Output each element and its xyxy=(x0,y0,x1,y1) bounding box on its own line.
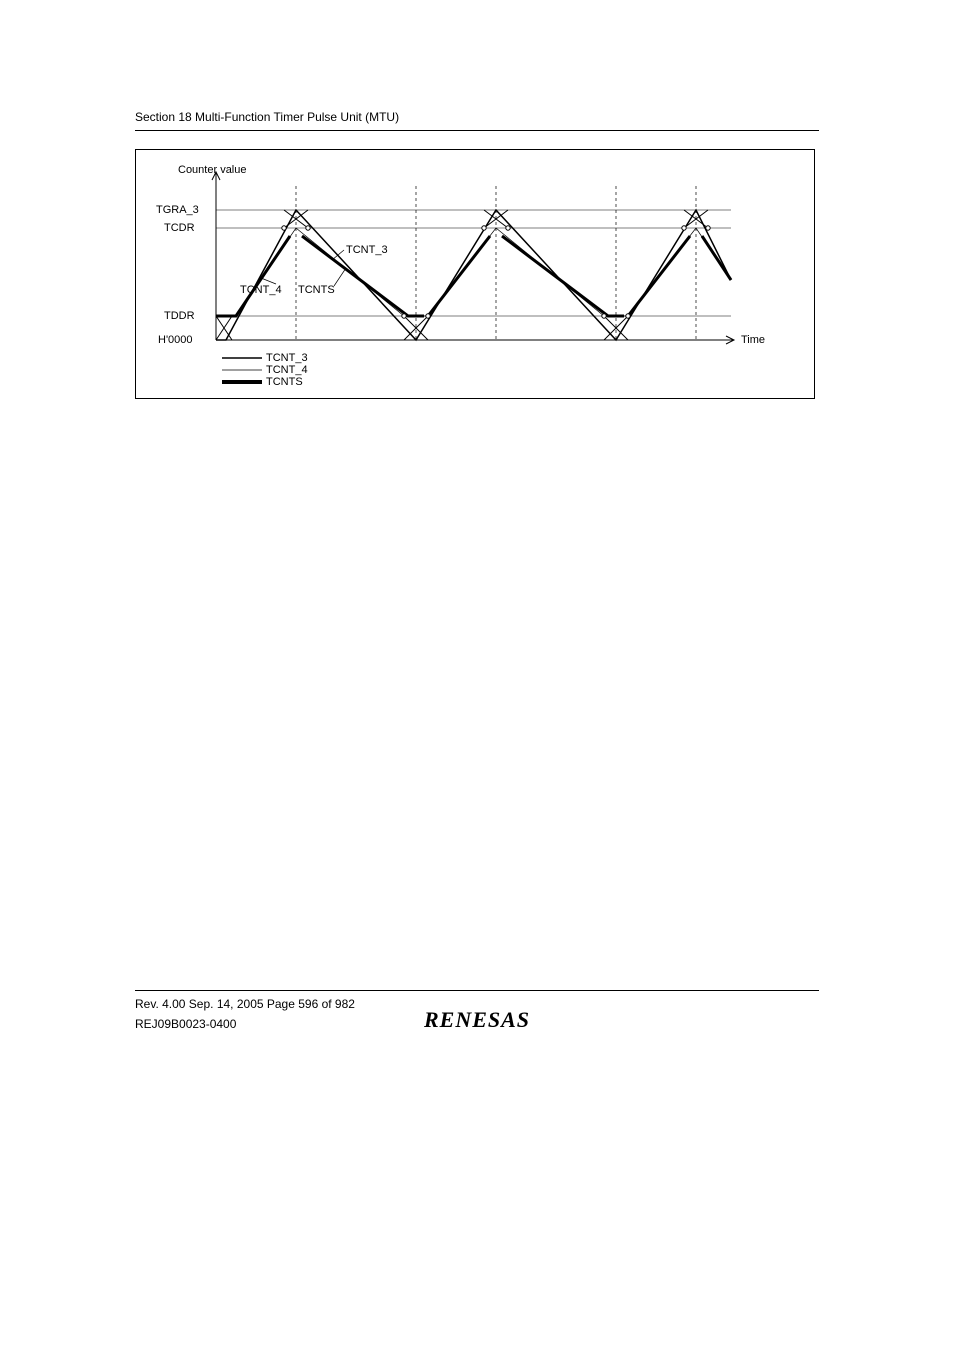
renesas-logo: RENESAS xyxy=(424,1007,530,1033)
timing-diagram-svg xyxy=(136,150,816,400)
section-header: Section 18 Multi-Function Timer Pulse Un… xyxy=(135,110,819,131)
timing-diagram-figure: Counter value TGRA_3 TCDR TDDR H'0000 TC… xyxy=(135,149,815,399)
